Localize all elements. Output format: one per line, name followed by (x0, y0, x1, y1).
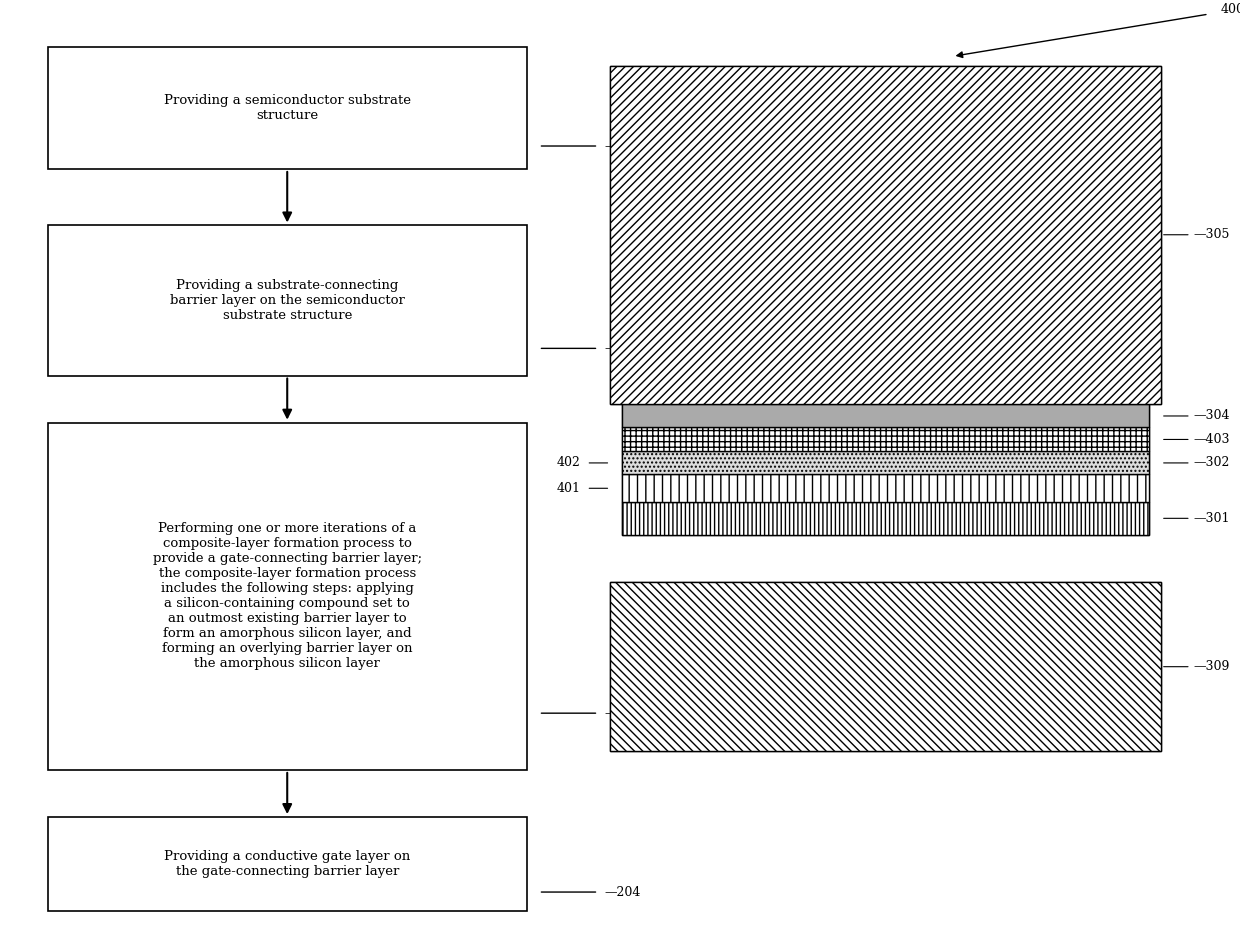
Text: —204: —204 (604, 885, 641, 899)
Bar (48, 47, 527, 169)
Bar (48, 423, 527, 770)
Bar (48, 817, 527, 911)
Bar (48, 225, 527, 376)
Text: —301: —301 (1193, 512, 1230, 525)
Bar (610, 582, 1161, 751)
Text: —201: —201 (604, 140, 641, 152)
Text: —302: —302 (1193, 456, 1230, 470)
Text: 402: 402 (557, 456, 580, 470)
Bar (622, 474, 1149, 502)
Text: —403: —403 (1193, 433, 1230, 446)
Text: —203: —203 (604, 707, 641, 719)
Text: Providing a semiconductor substrate
structure: Providing a semiconductor substrate stru… (164, 94, 410, 122)
Bar (610, 582, 1161, 751)
Bar (622, 451, 1149, 474)
Bar (622, 502, 1149, 535)
Text: 401: 401 (557, 482, 580, 495)
Bar (610, 66, 1161, 404)
Bar (622, 502, 1149, 535)
Bar (622, 451, 1149, 474)
Bar (622, 404, 1149, 427)
Text: Performing one or more iterations of a
composite-layer formation process to
prov: Performing one or more iterations of a c… (153, 522, 422, 670)
Text: 400: 400 (1220, 3, 1240, 16)
Bar (622, 474, 1149, 502)
Text: —309: —309 (1193, 660, 1230, 673)
Bar (622, 404, 1149, 427)
Bar (610, 66, 1161, 404)
Bar (622, 427, 1149, 451)
Text: —304: —304 (1193, 409, 1230, 423)
Text: —305: —305 (1193, 228, 1230, 241)
Text: —202: —202 (604, 342, 641, 355)
Text: Providing a substrate-connecting
barrier layer on the semiconductor
substrate st: Providing a substrate-connecting barrier… (170, 279, 404, 322)
Text: Providing a conductive gate layer on
the gate-connecting barrier layer: Providing a conductive gate layer on the… (164, 850, 410, 878)
Bar (622, 427, 1149, 451)
